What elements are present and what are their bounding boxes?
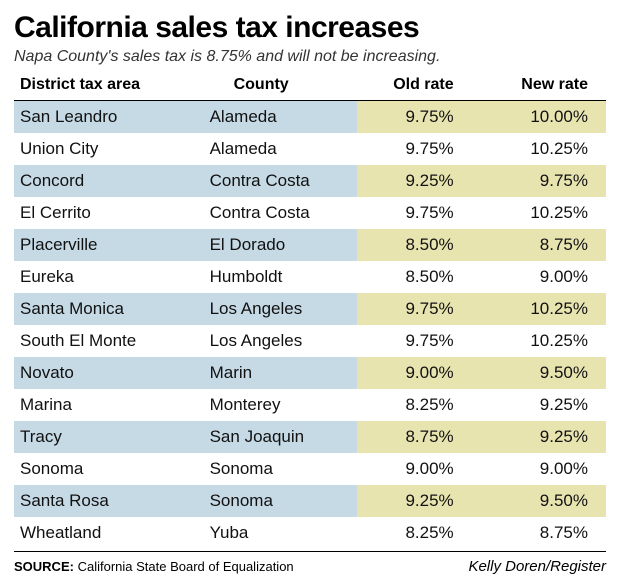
cell-new-rate: 10.25% [482, 197, 606, 229]
table-row: El CerritoContra Costa9.75%10.25% [14, 197, 606, 229]
cell-old-rate: 9.75% [357, 133, 481, 165]
cell-district: Tracy [14, 421, 192, 453]
cell-new-rate: 9.50% [482, 485, 606, 517]
table-row: ConcordContra Costa9.25%9.75% [14, 165, 606, 197]
cell-new-rate: 10.00% [482, 100, 606, 133]
table-row: San LeandroAlameda9.75%10.00% [14, 100, 606, 133]
table-row: Union CityAlameda9.75%10.25% [14, 133, 606, 165]
col-header-new-rate: New rate [482, 72, 606, 101]
source: SOURCE: California State Board of Equali… [14, 559, 294, 574]
cell-old-rate: 8.25% [357, 517, 481, 549]
chart-subtitle: Napa County's sales tax is 8.75% and wil… [14, 48, 606, 66]
source-line: SOURCE: California State Board of Equali… [14, 551, 606, 575]
cell-old-rate: 9.75% [357, 293, 481, 325]
cell-district: Eureka [14, 261, 192, 293]
cell-new-rate: 8.75% [482, 517, 606, 549]
cell-new-rate: 9.25% [482, 421, 606, 453]
cell-district: Novato [14, 357, 192, 389]
cell-county: Los Angeles [192, 325, 358, 357]
cell-new-rate: 10.25% [482, 133, 606, 165]
cell-old-rate: 9.00% [357, 357, 481, 389]
col-header-county: County [192, 72, 358, 101]
cell-county: Alameda [192, 100, 358, 133]
cell-old-rate: 9.25% [357, 485, 481, 517]
cell-new-rate: 8.75% [482, 229, 606, 261]
cell-county: Yuba [192, 517, 358, 549]
table-row: MarinaMonterey8.25%9.25% [14, 389, 606, 421]
cell-county: Sonoma [192, 453, 358, 485]
table-row: EurekaHumboldt8.50%9.00% [14, 261, 606, 293]
cell-old-rate: 9.75% [357, 100, 481, 133]
cell-district: El Cerrito [14, 197, 192, 229]
cell-old-rate: 9.75% [357, 325, 481, 357]
cell-county: Marin [192, 357, 358, 389]
cell-county: El Dorado [192, 229, 358, 261]
cell-new-rate: 10.25% [482, 325, 606, 357]
source-text: California State Board of Equalization [78, 559, 294, 574]
cell-county: Los Angeles [192, 293, 358, 325]
cell-old-rate: 9.00% [357, 453, 481, 485]
cell-district: Concord [14, 165, 192, 197]
cell-new-rate: 9.25% [482, 389, 606, 421]
cell-old-rate: 9.25% [357, 165, 481, 197]
cell-old-rate: 8.25% [357, 389, 481, 421]
cell-county: Contra Costa [192, 165, 358, 197]
cell-new-rate: 9.50% [482, 357, 606, 389]
table-row: PlacervilleEl Dorado8.50%8.75% [14, 229, 606, 261]
cell-district: Union City [14, 133, 192, 165]
cell-new-rate: 10.25% [482, 293, 606, 325]
tax-table: District tax area County Old rate New ra… [14, 72, 606, 549]
col-header-district: District tax area [14, 72, 192, 101]
cell-old-rate: 9.75% [357, 197, 481, 229]
chart-title: California sales tax increases [14, 12, 606, 44]
cell-old-rate: 8.50% [357, 229, 481, 261]
cell-district: Sonoma [14, 453, 192, 485]
cell-district: Placerville [14, 229, 192, 261]
table-header-row: District tax area County Old rate New ra… [14, 72, 606, 101]
cell-county: Contra Costa [192, 197, 358, 229]
table-row: TracySan Joaquin8.75%9.25% [14, 421, 606, 453]
cell-old-rate: 8.75% [357, 421, 481, 453]
table-row: WheatlandYuba8.25%8.75% [14, 517, 606, 549]
cell-district: South El Monte [14, 325, 192, 357]
source-label: SOURCE: [14, 559, 74, 574]
col-header-old-rate: Old rate [357, 72, 481, 101]
cell-county: Monterey [192, 389, 358, 421]
table-row: Santa MonicaLos Angeles9.75%10.25% [14, 293, 606, 325]
cell-old-rate: 8.50% [357, 261, 481, 293]
cell-county: Alameda [192, 133, 358, 165]
cell-new-rate: 9.75% [482, 165, 606, 197]
cell-new-rate: 9.00% [482, 261, 606, 293]
table-row: SonomaSonoma9.00%9.00% [14, 453, 606, 485]
cell-district: Marina [14, 389, 192, 421]
cell-district: Wheatland [14, 517, 192, 549]
table-row: Santa RosaSonoma9.25%9.50% [14, 485, 606, 517]
cell-county: Humboldt [192, 261, 358, 293]
cell-district: San Leandro [14, 100, 192, 133]
cell-district: Santa Monica [14, 293, 192, 325]
cell-county: Sonoma [192, 485, 358, 517]
cell-new-rate: 9.00% [482, 453, 606, 485]
cell-county: San Joaquin [192, 421, 358, 453]
table-row: NovatoMarin9.00%9.50% [14, 357, 606, 389]
cell-district: Santa Rosa [14, 485, 192, 517]
table-row: South El MonteLos Angeles9.75%10.25% [14, 325, 606, 357]
credit: Kelly Doren/Register [468, 558, 606, 575]
